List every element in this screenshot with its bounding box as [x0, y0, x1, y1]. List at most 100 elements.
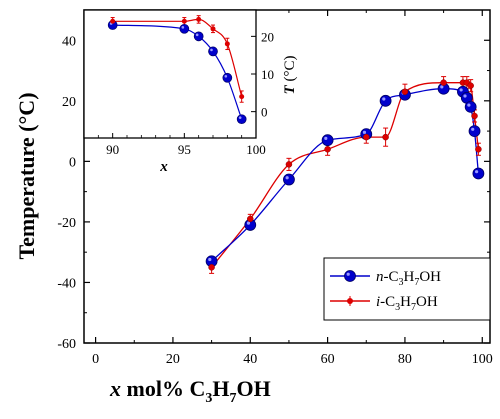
- y-tick-label: 40: [62, 34, 76, 49]
- data-point-highlight: [246, 221, 251, 225]
- legend-part: -C: [384, 269, 399, 285]
- data-point-n-propanol: [464, 100, 477, 113]
- inset-plot: 90 95 100 0 10 20 x T (°C): [83, 9, 298, 175]
- inset-x-tick-label: 90: [106, 142, 119, 157]
- inset-point-highlight: [210, 48, 213, 52]
- inset-y-axis-title: T (°C): [282, 56, 298, 95]
- legend-marker-highlight: [346, 272, 350, 276]
- x-axis-formula-part: H: [212, 376, 229, 401]
- legend-subscript: 7: [411, 302, 416, 313]
- data-point-highlight: [463, 94, 467, 98]
- inset-point-highlight: [195, 33, 199, 37]
- legend-part: OH: [419, 269, 441, 285]
- data-point-highlight: [459, 88, 463, 92]
- data-point-i-propanol: [382, 133, 389, 141]
- data-point-i-propanol: [247, 215, 254, 223]
- inset-x-tick-label: 95: [178, 142, 191, 157]
- inset-point-i: [110, 18, 116, 24]
- data-point-highlight: [208, 257, 212, 262]
- x-tick-label: 60: [321, 352, 335, 367]
- axis-titles: Temperature (°C) x mol% C3H7OH: [14, 92, 271, 406]
- data-point-i-propanol: [363, 133, 370, 141]
- legend-label-n-propanol: n-C3H7OH: [376, 269, 441, 288]
- inset-point-highlight: [181, 26, 185, 29]
- inset-y-axis-var: T: [282, 84, 298, 94]
- x-tick-label: 80: [398, 352, 412, 367]
- x-axis-formula-subscript: 7: [229, 391, 236, 406]
- inset-point-n: [179, 23, 190, 34]
- x-axis-formula-part: OH: [236, 376, 270, 401]
- legend-label-i-propanol: i-C3H7OH: [376, 294, 438, 313]
- inset-y-tick-label: 10: [261, 67, 274, 82]
- data-point-i-propanol: [324, 146, 331, 153]
- y-axis-title: Temperature (°C): [14, 92, 39, 259]
- legend-prefix: i: [376, 294, 380, 310]
- legend-subscript: 7: [414, 277, 419, 288]
- x-tick-label: 100: [472, 352, 493, 367]
- data-point-n-propanol: [468, 125, 481, 137]
- x-axis-unit: mol%: [121, 376, 189, 401]
- inset-line-i: [112, 18, 243, 97]
- inset-x-axis-title: x: [159, 159, 168, 175]
- inset-point-n: [193, 31, 204, 42]
- data-point-i-propanol: [208, 264, 215, 271]
- y-tick-label: -40: [57, 276, 76, 291]
- x-axis-title: x mol% C3H7OH: [109, 376, 271, 406]
- data-point-highlight: [467, 103, 471, 107]
- x-axis-var: x: [109, 376, 121, 401]
- inset-point-n: [222, 72, 233, 83]
- x-axis-formula-part: C: [189, 376, 205, 401]
- inset-point-i: [239, 94, 245, 100]
- data-point-i-propanol: [471, 112, 478, 120]
- data-point-i-propanol: [401, 88, 409, 95]
- inset-point-highlight: [224, 74, 228, 78]
- legend-subscript: 3: [399, 277, 404, 288]
- data-point-i-propanol: [285, 161, 293, 168]
- data-point-highlight: [471, 127, 475, 131]
- y-tick-label: -20: [57, 216, 76, 231]
- data-point-highlight: [475, 170, 479, 174]
- x-axis-formula-subscript: 3: [205, 391, 212, 406]
- legend-subscript: 3: [395, 302, 400, 313]
- inset-x-tick-label: 100: [246, 142, 266, 157]
- data-point-n-propanol: [472, 167, 485, 180]
- inset-point-i: [224, 41, 230, 47]
- legend-part: OH: [416, 294, 438, 310]
- data-point-i-propanol: [467, 82, 474, 89]
- data-point-highlight: [324, 136, 328, 140]
- inset-point-highlight: [238, 116, 242, 119]
- data-point-i-propanol: [440, 79, 447, 86]
- y-tick-label: 0: [69, 155, 76, 170]
- data-point-highlight: [285, 176, 289, 180]
- data-point-highlight: [382, 97, 386, 101]
- inset-y-tick-label: 0: [261, 105, 268, 120]
- inset-y-tick-label: 20: [261, 29, 274, 44]
- legend-box: [323, 257, 491, 321]
- y-tick-label: -60: [57, 337, 76, 352]
- y-tick-label: 20: [62, 95, 76, 110]
- legend-marker-n: [344, 270, 356, 282]
- main-plot-frame: [83, 9, 491, 344]
- legend-marker-i: [347, 298, 353, 304]
- inset-point-i: [196, 16, 202, 22]
- data-point-n-propanol: [379, 94, 392, 107]
- inset-point-i: [181, 18, 187, 24]
- x-tick-label: 0: [92, 352, 99, 367]
- x-tick-label: 20: [166, 352, 180, 367]
- data-point-highlight: [440, 85, 444, 89]
- data-point-i-propanol: [475, 146, 482, 153]
- inset-point-n: [236, 114, 247, 125]
- legend-prefix: n: [376, 269, 384, 285]
- data-point-highlight: [362, 130, 367, 134]
- x-tick-label: 40: [243, 352, 257, 367]
- legend-part: -C: [380, 294, 395, 310]
- inset-point-n: [208, 46, 218, 57]
- inset-y-axis-unit: (°C): [282, 56, 298, 86]
- data-point-n-propanol: [321, 134, 334, 147]
- legend-part: H: [404, 269, 415, 285]
- inset-point-i: [210, 26, 216, 32]
